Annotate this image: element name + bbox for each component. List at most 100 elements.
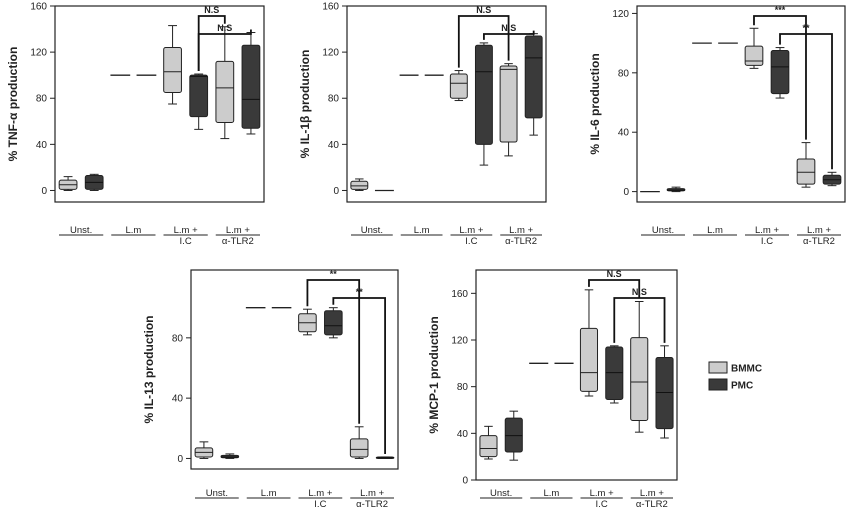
significance-bracket xyxy=(483,30,535,40)
y-tick-label: 160 xyxy=(451,289,468,300)
significance-label: ** xyxy=(330,269,338,279)
box-pmc xyxy=(474,44,493,145)
category-label: L.m xyxy=(543,488,559,499)
category-label: L.m xyxy=(414,225,430,236)
y-tick-label: 0 xyxy=(462,476,468,487)
legend-label: BMMC xyxy=(731,364,762,375)
significance-label: *** xyxy=(775,5,786,15)
significance-label: N.S xyxy=(476,5,491,15)
category-label: L.m + I.C xyxy=(174,225,198,247)
y-axis-label: % IL-1β production xyxy=(298,50,312,159)
category-label: L.m + I.C xyxy=(308,488,332,510)
y-axis-label: % MCP-1 production xyxy=(427,316,441,433)
box-bmmc xyxy=(796,158,816,185)
plot-frame xyxy=(190,269,399,470)
y-tick-label: 40 xyxy=(36,140,48,151)
box-pmc xyxy=(605,346,624,400)
y-tick-label: 160 xyxy=(322,2,339,13)
category-label: Unst. xyxy=(206,488,228,499)
box-bmmc xyxy=(163,47,182,93)
y-tick-label: 0 xyxy=(41,186,47,197)
significance-bracket xyxy=(197,29,252,72)
y-axis-label: % TNF-α production xyxy=(6,47,20,162)
significance-label: N.S xyxy=(501,23,516,33)
y-tick-label: 0 xyxy=(333,186,339,197)
category-label: Unst. xyxy=(490,488,512,499)
plot-frame xyxy=(475,269,678,481)
category-label: L.m + α-TLR2 xyxy=(222,225,254,247)
y-axis-label: % IL-6 production xyxy=(588,53,602,154)
chart-panel: 0 40 80 120 160 % IL-1β production Unst. L.m L.m… xyxy=(298,2,547,247)
y-tick-label: 80 xyxy=(36,94,48,105)
category-label: L.m xyxy=(707,225,723,236)
box-pmc xyxy=(324,310,343,336)
plot-frame xyxy=(346,5,547,203)
box-bmmc xyxy=(449,73,468,99)
plot-frame xyxy=(54,5,265,203)
category-label: L.m + α-TLR2 xyxy=(505,225,537,247)
box-pmc xyxy=(770,50,790,95)
category-label: L.m xyxy=(125,225,141,236)
box-bmmc xyxy=(215,60,235,123)
y-tick-label: 0 xyxy=(623,187,629,198)
category-label: L.m + I.C xyxy=(590,488,614,510)
y-tick-label: 80 xyxy=(328,94,340,105)
legend: BMMC PMC xyxy=(708,361,762,392)
significance-bracket xyxy=(588,279,641,299)
y-tick-label: 120 xyxy=(30,48,47,59)
box-bmmc xyxy=(579,327,599,392)
box-pmc xyxy=(241,44,261,129)
category-label: Unst. xyxy=(70,225,92,236)
significance-bracket xyxy=(753,15,807,140)
category-label: L.m + α-TLR2 xyxy=(636,488,668,510)
y-tick-label: 160 xyxy=(30,2,47,13)
box-bmmc xyxy=(479,435,498,458)
y-tick-label: 40 xyxy=(618,128,630,139)
box-pmc xyxy=(189,74,209,118)
chart-panel: 0 40 80 % IL-13 production Unst. L.m L.m + I.C L… xyxy=(142,269,399,510)
box-bmmc xyxy=(630,337,649,421)
box-pmc xyxy=(524,35,543,119)
category-label: Unst. xyxy=(652,225,674,236)
category-label: L.m + I.C xyxy=(459,225,483,247)
significance-bracket xyxy=(306,279,361,424)
significance-label: ** xyxy=(356,287,364,297)
significance-bracket xyxy=(779,33,833,170)
significance-label: N.S xyxy=(607,269,622,279)
legend-swatch xyxy=(708,378,728,391)
y-axis-label: % IL-13 production xyxy=(142,316,156,424)
chart-panel: 0 40 80 120 160 % MCP-1 production Unst. L.m L.m… xyxy=(427,269,678,510)
y-tick-label: 40 xyxy=(328,140,340,151)
box-bmmc xyxy=(349,438,369,458)
y-tick-label: 120 xyxy=(451,336,468,347)
y-tick-label: 40 xyxy=(457,429,469,440)
box-bmmc xyxy=(744,45,764,66)
significance-label: ** xyxy=(803,23,811,33)
category-label: L.m xyxy=(261,488,277,499)
significance-label: N.S xyxy=(217,23,232,33)
chart-panel: 0 40 80 120 % IL-6 production Unst. L.m L.m + I.… xyxy=(588,5,846,247)
box-pmc xyxy=(655,357,674,430)
y-tick-label: 80 xyxy=(172,333,184,344)
category-label: L.m + I.C xyxy=(755,225,779,247)
y-tick-label: 80 xyxy=(618,68,630,79)
box-bmmc xyxy=(499,65,518,143)
y-tick-label: 0 xyxy=(177,454,183,465)
significance-bracket xyxy=(457,15,510,68)
category-label: L.m + α-TLR2 xyxy=(803,225,835,247)
significance-label: N.S xyxy=(204,5,219,15)
significance-bracket xyxy=(613,297,666,343)
significance-label: N.S xyxy=(632,287,647,297)
box-pmc xyxy=(504,417,523,453)
legend-swatch xyxy=(708,361,728,374)
y-tick-label: 40 xyxy=(172,394,184,405)
category-label: L.m + α-TLR2 xyxy=(356,488,388,510)
significance-bracket xyxy=(332,297,386,454)
plot-frame xyxy=(636,5,846,203)
y-tick-label: 120 xyxy=(612,9,629,20)
box-bmmc xyxy=(350,180,369,190)
legend-label: PMC xyxy=(731,381,753,392)
y-tick-label: 120 xyxy=(322,48,339,59)
y-tick-label: 80 xyxy=(457,382,469,393)
